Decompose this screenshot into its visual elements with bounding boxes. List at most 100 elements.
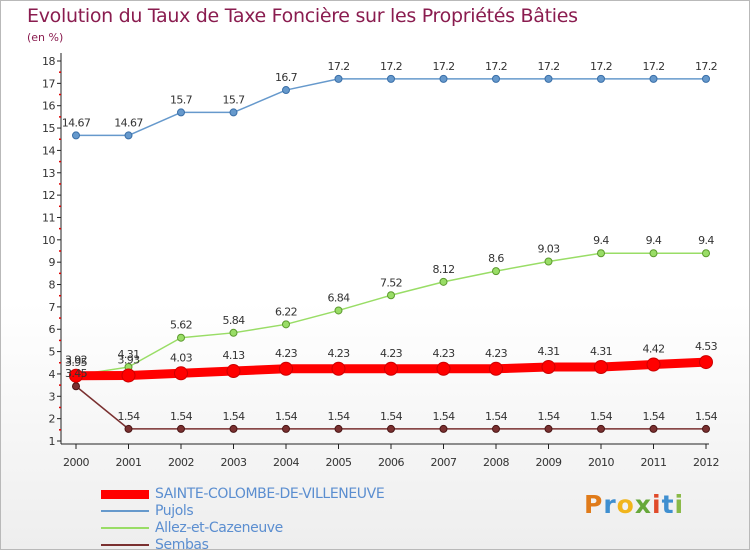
legend-swatch-pujols	[101, 510, 149, 512]
proxiti-logo: Proxiti	[584, 490, 684, 519]
data-point-sainte-colombe-de-villeneuve-2000	[69, 368, 83, 383]
data-label-allez-et-cazeneuve-2002: 5.62	[170, 319, 192, 332]
data-label-pujols-2008: 17.2	[485, 60, 507, 73]
logo-letter: r	[603, 490, 617, 519]
data-label-sainte-colombe-de-villeneuve-2005: 4.23	[327, 347, 350, 360]
data-point-sembas-2007	[439, 424, 448, 433]
data-point-pujols-2003	[229, 108, 238, 117]
y-tick-label-16: 16	[42, 100, 55, 113]
chart-subtitle: (en %)	[27, 31, 64, 44]
data-label-sainte-colombe-de-villeneuve-2010: 4.31	[590, 345, 612, 358]
data-point-pujols-2008	[492, 74, 500, 83]
x-tick-label-2002: 2002	[168, 456, 194, 469]
x-tick-label-2001: 2001	[116, 456, 142, 469]
y-tick-label-4: 4	[49, 368, 56, 381]
data-point-sainte-colombe-de-villeneuve-2008	[489, 361, 503, 376]
legend-swatch-sembas	[101, 544, 149, 546]
data-label-pujols-2011: 17.2	[642, 60, 664, 73]
y-tick-label-5: 5	[49, 346, 56, 359]
data-label-sainte-colombe-de-villeneuve-2007: 4.23	[432, 347, 455, 360]
x-tick-label-2010: 2010	[588, 456, 614, 469]
logo-letter: x	[634, 490, 652, 519]
x-tick-label-2009: 2009	[536, 456, 562, 469]
legend-swatch-sainte-colombe	[101, 490, 149, 499]
y-tick-label-3: 3	[49, 390, 56, 403]
y-tick-label-7: 7	[49, 301, 56, 314]
data-label-pujols-2012: 17.2	[695, 60, 717, 73]
y-tick-label-1: 1	[49, 435, 56, 448]
data-point-pujols-2006	[387, 74, 395, 83]
data-label-sembas-2000: 3.45	[65, 367, 88, 380]
data-label-pujols-2009: 17.2	[537, 60, 559, 73]
data-label-pujols-2006: 17.2	[380, 60, 402, 73]
data-point-sembas-2009	[544, 424, 553, 433]
x-tick-label-2008: 2008	[483, 456, 509, 469]
logo-letter: t	[661, 490, 675, 519]
data-label-allez-et-cazeneuve-2000: 3.95	[65, 356, 88, 369]
y-tick-label-10: 10	[42, 234, 55, 247]
data-point-pujols-2000	[72, 131, 80, 140]
data-label-sainte-colombe-de-villeneuve-2003: 4.13	[222, 349, 245, 362]
data-point-pujols-2007	[439, 74, 448, 83]
data-point-sainte-colombe-de-villeneuve-2012	[699, 355, 713, 370]
y-tick-label-14: 14	[42, 144, 55, 157]
data-point-pujols-2009	[544, 74, 553, 83]
data-label-allez-et-cazeneuve-2010: 9.4	[593, 234, 609, 247]
logo-letter: i	[674, 490, 685, 519]
data-label-allez-et-cazeneuve-2004: 6.22	[275, 305, 297, 318]
data-label-sembas-2010: 1.54	[590, 410, 613, 423]
data-point-sembas-2011	[649, 424, 658, 433]
x-tick-label-2000: 2000	[63, 456, 89, 469]
data-label-pujols-2001: 14.67	[114, 116, 143, 129]
data-point-sembas-2001	[124, 424, 133, 433]
y-tick-label-9: 9	[49, 256, 56, 269]
data-label-sembas-2001: 1.54	[117, 410, 140, 423]
y-tick-label-6: 6	[49, 323, 56, 336]
legend-label-sembas: Sembas	[155, 537, 209, 553]
data-label-sainte-colombe-de-villeneuve-2009: 4.31	[537, 345, 559, 358]
data-label-sainte-colombe-de-villeneuve-2006: 4.23	[380, 347, 403, 360]
data-label-allez-et-cazeneuve-2001: 4.31	[117, 348, 139, 361]
y-tick-label-8: 8	[49, 279, 56, 292]
data-point-sembas-2005	[334, 424, 343, 433]
data-point-allez-et-cazeneuve-2004	[282, 320, 290, 329]
data-point-sembas-2006	[387, 424, 395, 433]
data-point-allez-et-cazeneuve-2005	[334, 306, 343, 315]
data-point-pujols-2012	[702, 74, 710, 83]
data-point-sainte-colombe-de-villeneuve-2009	[541, 360, 556, 375]
legend-label-sainte-colombe: SAINTE-COLOMBE-DE-VILLENEUVE	[155, 486, 385, 502]
data-label-allez-et-cazeneuve-2007: 8.12	[432, 263, 454, 276]
data-point-sembas-2008	[492, 424, 500, 433]
data-point-sembas-2012	[702, 424, 710, 433]
y-tick-label-18: 18	[42, 55, 55, 68]
x-tick-label-2006: 2006	[378, 456, 404, 469]
y-tick-label-15: 15	[42, 122, 55, 135]
y-tick-label-11: 11	[42, 211, 55, 224]
legend-label-allez-et-cazeneuve: Allez-et-Cazeneuve	[155, 520, 283, 536]
data-label-sembas-2007: 1.54	[432, 410, 455, 423]
data-label-sembas-2011: 1.54	[642, 410, 665, 423]
logo-letter: i	[652, 490, 662, 519]
x-tick-label-2004: 2004	[273, 456, 299, 469]
data-point-allez-et-cazeneuve-2007	[439, 277, 448, 286]
data-label-sainte-colombe-de-villeneuve-2012: 4.53	[695, 340, 718, 353]
data-point-sainte-colombe-de-villeneuve-2003	[226, 364, 241, 379]
data-label-pujols-2000: 14.67	[62, 116, 91, 129]
data-label-sembas-2008: 1.54	[485, 410, 508, 423]
y-tick-label-13: 13	[42, 167, 55, 180]
data-point-sainte-colombe-de-villeneuve-2007	[436, 361, 451, 376]
data-label-sembas-2005: 1.54	[327, 410, 350, 423]
data-point-allez-et-cazeneuve-2012	[702, 249, 710, 258]
data-label-sainte-colombe-de-villeneuve-2004: 4.23	[275, 347, 298, 360]
data-point-sembas-2002	[177, 424, 185, 433]
y-tick-label-12: 12	[42, 189, 55, 202]
data-label-allez-et-cazeneuve-2009: 9.03	[537, 243, 560, 256]
logo-letter: o	[616, 490, 635, 519]
data-label-pujols-2002: 15.7	[170, 93, 193, 106]
legend-label-pujols: Pujols	[155, 503, 194, 519]
data-point-sembas-2004	[282, 424, 290, 433]
data-point-pujols-2011	[649, 74, 658, 83]
logo-letter: P	[584, 490, 604, 519]
